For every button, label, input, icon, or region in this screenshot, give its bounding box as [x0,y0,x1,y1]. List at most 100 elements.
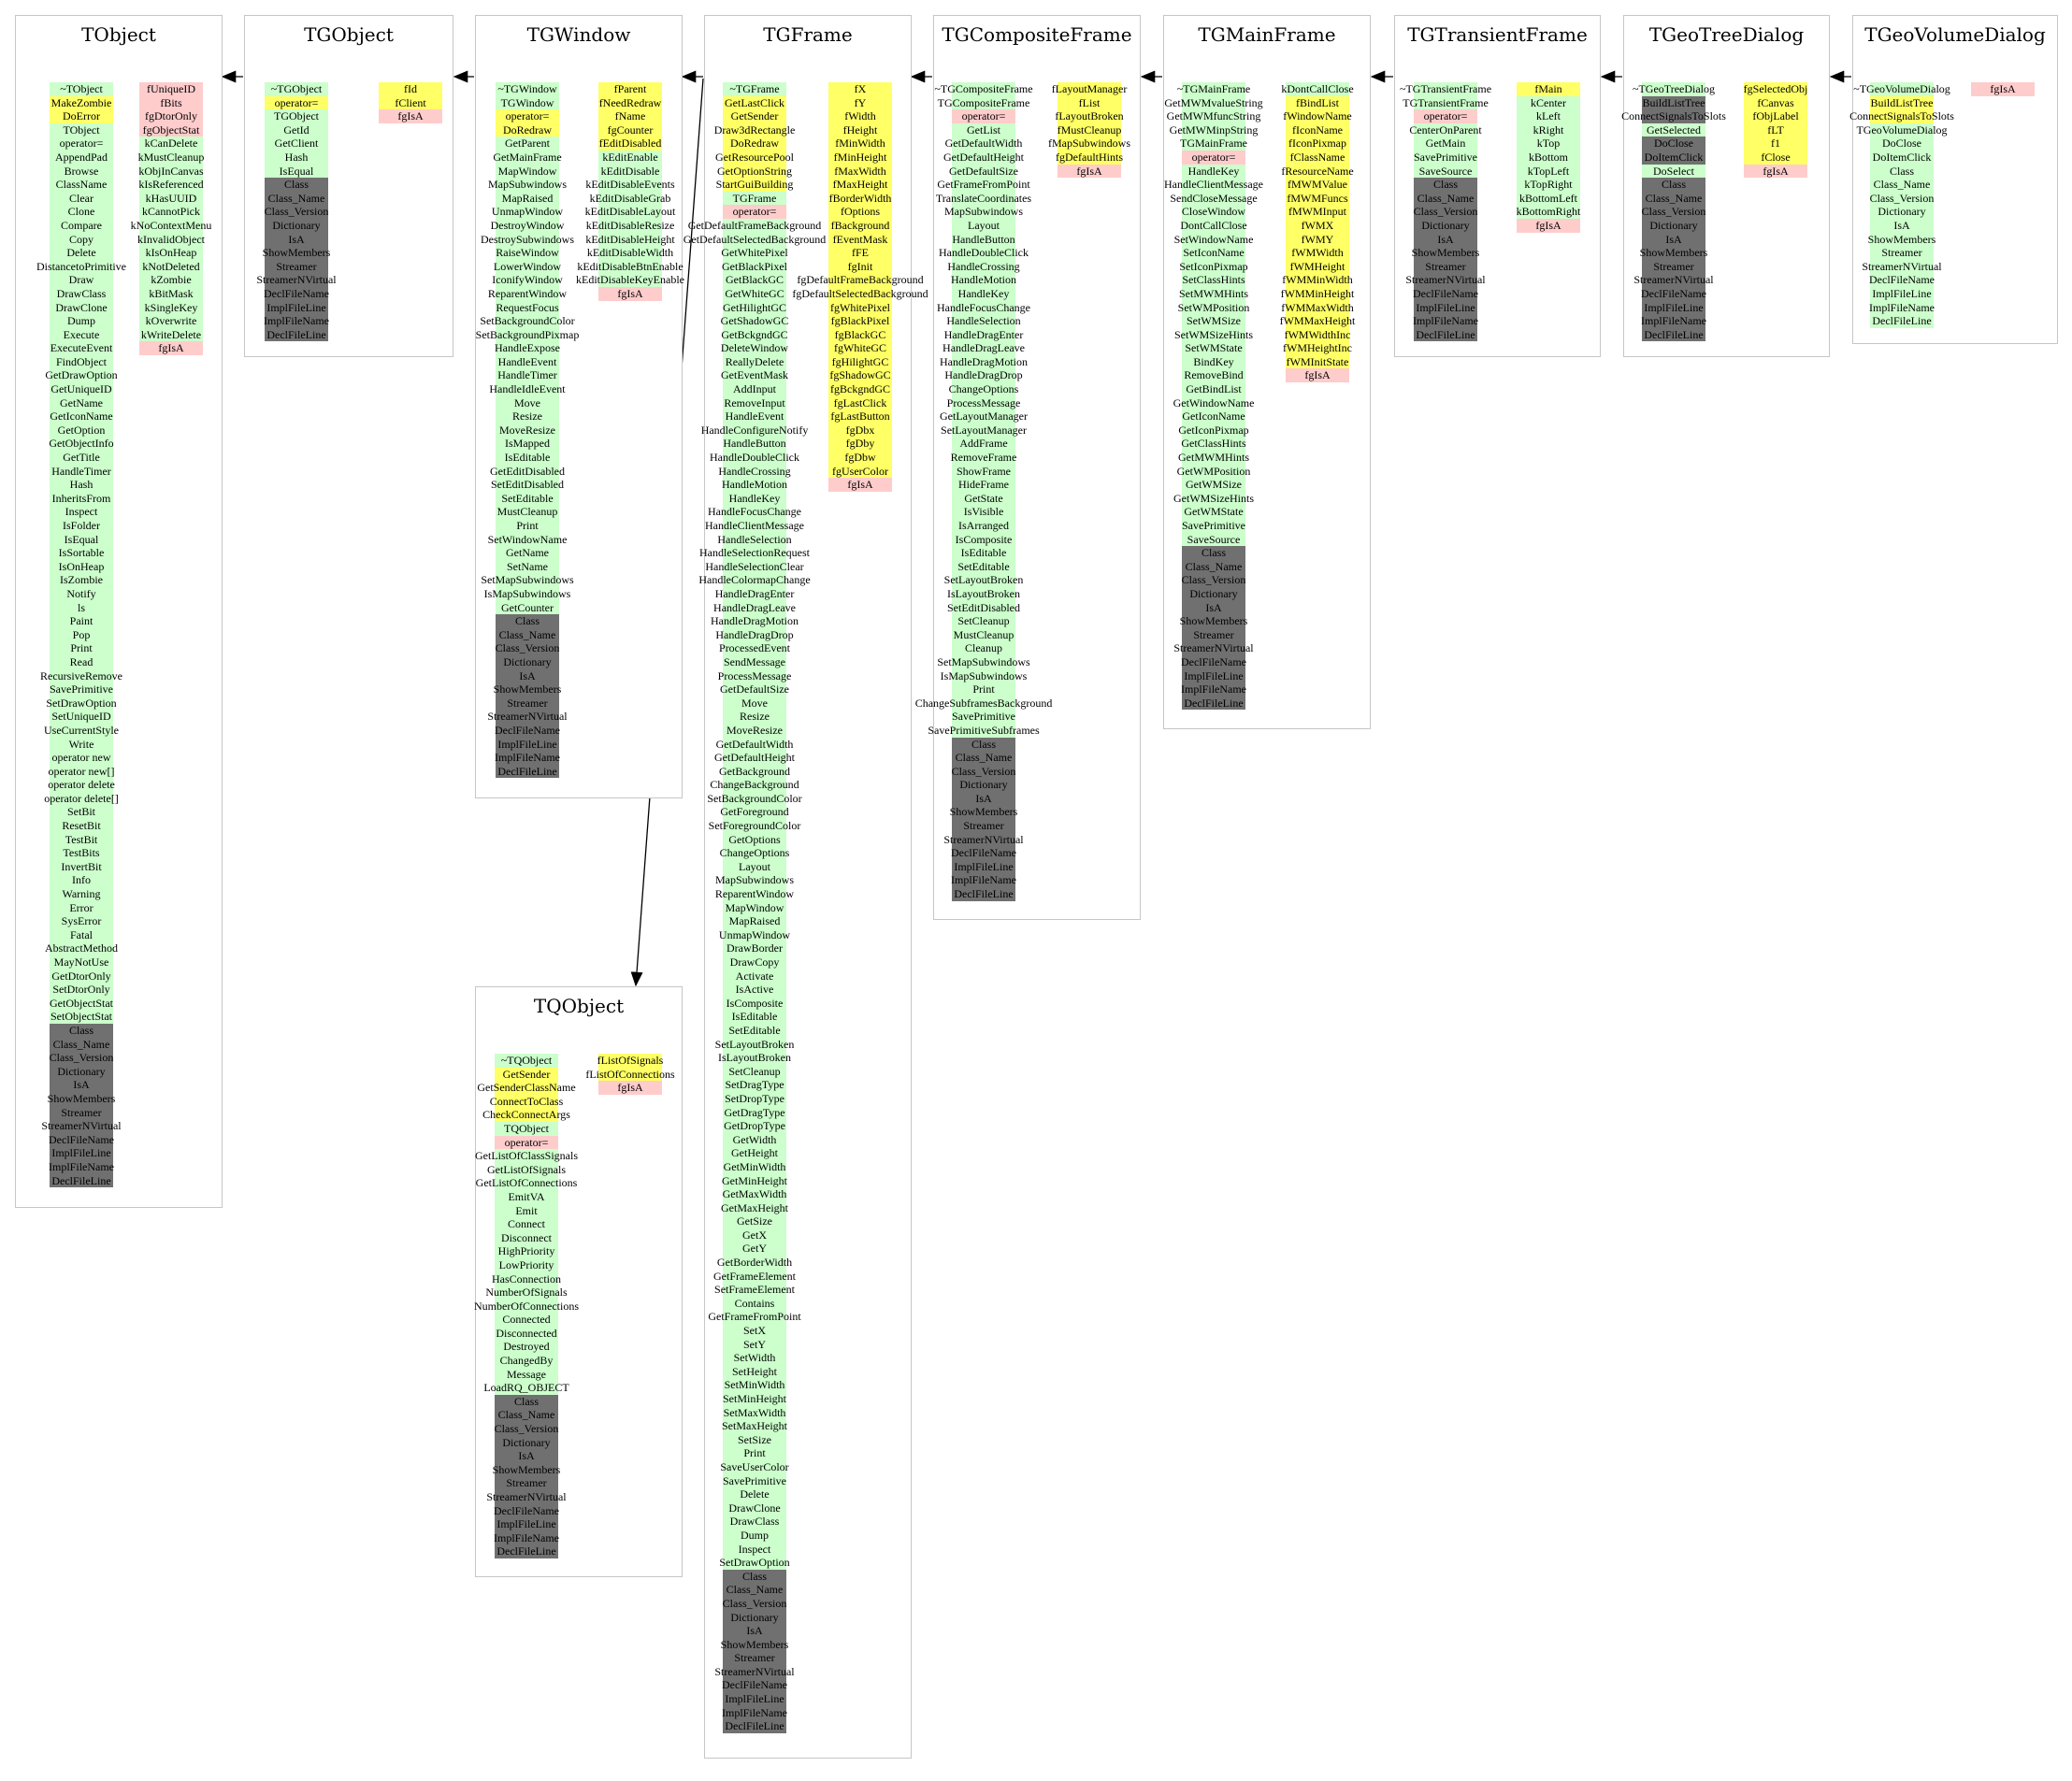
member-label: DoClose [1654,136,1693,151]
member-label: ChangeSubframesBackground [914,696,1053,710]
member-highlight [1414,82,1477,96]
class-box-tgeovolumedialog[interactable]: TGeoVolumeDialog ~TGeoVolumeDialog BuildLi… [1849,15,2058,344]
member-highlight [828,82,892,96]
class-box-tgcompositeframe[interactable]: TGCompositeFrame ~TGCompositeFrame TGCompo… [915,15,1141,920]
member-highlight [598,259,662,274]
member-label: RequestFocus [496,300,559,314]
member-label: GetDragType [724,1105,785,1119]
member-label: Error [69,900,94,914]
member-label: GetMaxHeight [721,1200,788,1214]
member-label: HandleIdleEvent [489,382,566,396]
member-highlight [1870,191,1934,206]
member-highlight [723,1596,786,1611]
member-highlight [50,546,113,560]
member-label: ShowMembers [1179,614,1248,628]
member-highlight [1414,150,1477,165]
member-label: kMustCleanup [137,150,205,164]
member-highlight [496,505,559,519]
member-label: GetMinWidth [723,1159,786,1173]
member-highlight [952,614,1015,628]
member-highlight [496,395,559,410]
member-highlight [723,1310,786,1325]
member-label: Copy [69,232,94,246]
member-highlight [723,1078,786,1092]
class-box-tobject[interactable]: TObject ~TObject MakeZombie DoError TObject o… [15,15,223,1208]
member-label: fgObjectStat [142,122,200,136]
member-label: fgDbw [844,451,876,465]
class-box-tgwindow[interactable]: TGWindow ~TGWindow TGWindow operator= DoRedr… [475,15,684,798]
member-highlight [1971,82,2035,96]
member-label: LowPriority [498,1257,554,1271]
member-highlight [495,1530,558,1545]
member-label: fLT [1767,122,1784,136]
member-highlight [723,1214,786,1228]
member-label: DoRedraw [730,136,779,151]
member-highlight [1642,218,1705,233]
member-label: SetLayoutBroken [714,1037,795,1051]
member-label: GetDrawOption [45,368,118,382]
member-highlight [723,914,786,928]
member-highlight [1414,259,1477,274]
member-highlight [50,505,113,519]
member-label: Class [1433,178,1459,192]
member-highlight [50,191,113,206]
class-box-tgframe[interactable]: TGFrame ~TGFrame GetLastClick GetSender Draw… [683,15,928,1759]
member-label: fWindowName [1283,109,1352,123]
member-highlight [723,1692,786,1706]
member-highlight [139,150,203,165]
member-highlight [952,846,1015,860]
member-label: Notify [66,586,96,600]
member-label: Dictionary [959,778,1008,792]
member-label: GetLayoutManager [940,409,1028,424]
class-box-tgmainframe[interactable]: TGMainFrame ~TGMainFrame GetMWMvalueString… [1163,15,1371,729]
member-label: IsA [746,1624,763,1638]
member-label: DoError [63,109,100,123]
member-highlight [1642,191,1705,206]
class-box-tgeotreedialog[interactable]: TGeoTreeDialog ~TGeoTreeDialog BuildListTr… [1621,15,1830,357]
member-label: SetDtorOnly [52,983,110,997]
member-highlight [1870,136,1934,151]
member-label: fId [404,82,417,95]
member-label: GetHilightGC [723,300,786,314]
member-highlight [496,259,559,274]
class-box-tgtransientframe[interactable]: TGTransientFrame ~TGTransientFrame TGTrans… [1394,15,1601,357]
member-label: GetWMPosition [1176,464,1251,478]
member-label: Class_Name [52,1037,110,1051]
member-label: IsA [288,232,305,246]
member-highlight [139,327,203,342]
member-label: Info [72,873,91,887]
member-highlight [496,710,559,724]
member-label: ImplFileName [494,1530,559,1544]
member-highlight [828,314,892,328]
member-label: MayNotUse [53,955,109,969]
member-highlight [265,109,328,123]
member-label: GetMWMfuncString [1166,109,1261,123]
member-label: IsSortable [58,546,105,560]
member-label: StreamerNVirtual [1405,273,1486,287]
member-label: ImplFileName [951,873,1016,887]
member-highlight [723,1242,786,1257]
member-highlight [723,1556,786,1570]
member-highlight [50,1010,113,1024]
member-label: IsA [519,668,536,682]
member-label: HandleTimer [51,464,111,478]
member-highlight [496,300,559,315]
member-highlight [723,1719,786,1733]
member-highlight [50,914,113,928]
member-label: DeclFileName [49,1132,114,1146]
member-highlight [495,1149,558,1163]
member-highlight [496,191,559,206]
member-highlight [265,300,328,315]
member-label: ConnectToClass [489,1094,564,1108]
member-highlight [828,232,892,247]
member-label: DestroyWindow [490,218,565,232]
member-label: IsA [975,791,992,805]
member-highlight [952,341,1015,355]
member-highlight [952,737,1015,752]
member-label: GetListOfSignals [487,1162,566,1176]
class-box-tqobject[interactable]: TQObject ~TQObject GetSender GetSenderClass… [474,986,683,1577]
member-label: GetEditDisabled [490,464,565,478]
member-highlight [1642,286,1705,301]
member-label: DrawBorder [727,941,783,955]
class-box-tgobject[interactable]: TGObject ~TGObject operator= TGObject GetId G… [244,15,453,357]
